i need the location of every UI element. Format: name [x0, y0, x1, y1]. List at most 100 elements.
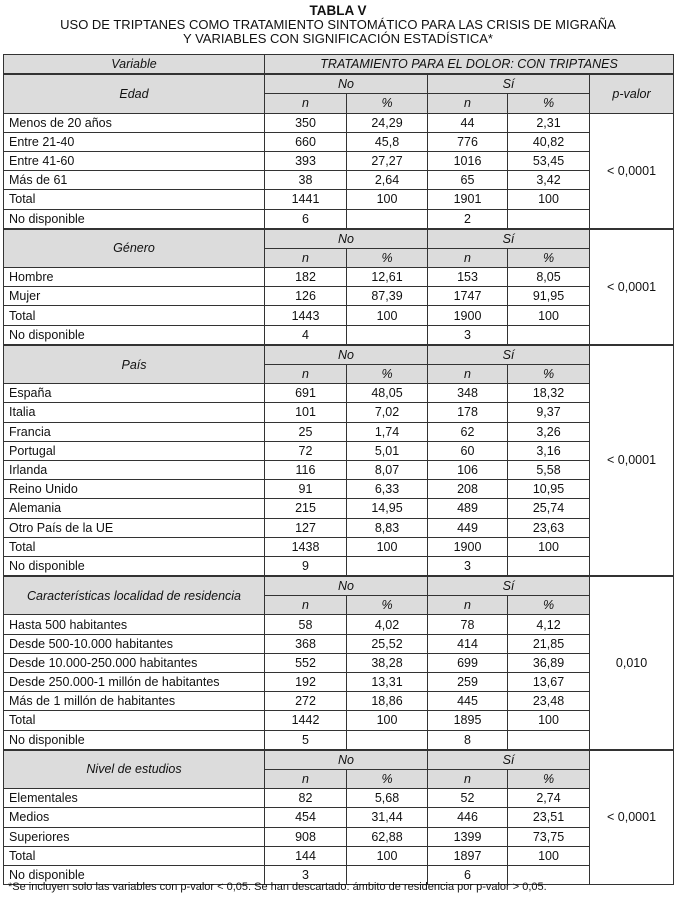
no-n: 9	[264, 555, 347, 577]
row-label: Desde 250.000-1 millón de habitantes	[3, 671, 265, 693]
table-row: Total 1438 100 1900 100	[3, 536, 674, 557]
row-label: Italia	[3, 402, 265, 423]
table-row: Mujer 126 87,39 1747 91,95	[3, 286, 674, 307]
si-percent: 21,85	[507, 633, 590, 654]
si-percent: 100	[507, 305, 590, 326]
row-label: Total	[3, 189, 265, 210]
si-percent	[507, 555, 590, 577]
no-n: 691	[264, 383, 347, 404]
pvalue-cell: < 0,0001	[588, 748, 675, 886]
table-row: No disponible 5 8	[3, 729, 674, 751]
row-label: Menos de 20 años	[3, 112, 265, 133]
n-header: n	[427, 93, 508, 114]
variable-header: Variable	[3, 54, 265, 75]
si-percent: 100	[507, 189, 590, 210]
si-n: 259	[427, 671, 508, 693]
row-label: Entre 41-60	[3, 150, 265, 172]
no-n: 192	[264, 671, 347, 693]
section-header-row: País No Sí < 0,0001	[3, 343, 675, 577]
si-n: 699	[427, 652, 508, 674]
si-n: 449	[427, 517, 508, 538]
si-percent: 40,82	[507, 131, 590, 152]
no-percent: 7,02	[346, 402, 428, 423]
table-row: Hombre 182 12,61 153 8,05	[3, 267, 674, 288]
pvalue-cell: < 0,0001	[588, 112, 675, 230]
table-title: TABLA V USO DE TRIPTANES COMO TRATAMIENT…	[0, 4, 676, 46]
row-label: Total	[3, 305, 265, 326]
no-percent: 8,07	[346, 459, 428, 481]
si-percent: 100	[507, 710, 590, 731]
treatment-header: TRATAMIENTO PARA EL DOLOR: CON TRIPTANES	[263, 54, 675, 75]
header-row: Variable TRATAMIENTO PARA EL DOLOR: CON T…	[3, 54, 675, 75]
no-n: 38	[264, 170, 347, 191]
si-n: 62	[427, 421, 508, 442]
pvalue-cell: < 0,0001	[588, 343, 675, 577]
section-title: Edad	[3, 73, 265, 114]
no-n: 368	[264, 633, 347, 654]
row-label: Más de 1 millón de habitantes	[3, 691, 265, 712]
si-n: 1895	[427, 710, 508, 731]
no-percent: 45,8	[346, 131, 428, 152]
pvalue-header: p-valor	[588, 73, 675, 114]
no-percent: 100	[346, 189, 428, 210]
si-n: 60	[427, 440, 508, 461]
percent-header: %	[346, 363, 428, 385]
si-n: 414	[427, 633, 508, 654]
no-n: 4	[264, 324, 347, 346]
no-n: 1442	[264, 710, 347, 731]
row-label: Medios	[3, 807, 265, 828]
si-n: 776	[427, 131, 508, 152]
subheader-row: n% n%	[4, 363, 674, 385]
si-n: 445	[427, 691, 508, 712]
table-row: Hasta 500 habitantes 58 4,02 78 4,12	[3, 614, 674, 635]
si-n: 489	[427, 498, 508, 519]
si-n: 106	[427, 459, 508, 481]
percent-header: %	[507, 93, 590, 114]
no-percent: 5,01	[346, 440, 428, 461]
row-label: Portugal	[3, 440, 265, 461]
si-percent: 36,89	[507, 652, 590, 674]
row-label: Elementales	[3, 788, 265, 809]
section-title: Características localidad de residencia	[3, 575, 265, 616]
si-percent: 13,67	[507, 671, 590, 693]
n-header: n	[427, 247, 508, 269]
row-label: No disponible	[3, 555, 265, 577]
n-header: n	[264, 93, 347, 114]
no-percent: 13,31	[346, 671, 428, 693]
si-percent: 91,95	[507, 286, 590, 307]
si-percent: 18,32	[507, 383, 590, 404]
si-n: 1901	[427, 189, 508, 210]
table-row: No disponible 3 6	[3, 864, 674, 886]
no-percent: 4,02	[346, 614, 428, 635]
no-n: 101	[264, 402, 347, 423]
no-n: 215	[264, 498, 347, 519]
group-si-header: Sí	[427, 343, 590, 365]
table-row: Otro País de la UE 127 8,83 449 23,63	[3, 517, 674, 538]
si-n: 3	[427, 324, 508, 346]
si-n: 6	[427, 864, 508, 886]
si-n: 65	[427, 170, 508, 191]
table-row: Elementales 82 5,68 52 2,74	[3, 788, 674, 809]
section-header-row: Género No Sí < 0,0001	[3, 227, 675, 346]
si-n: 1399	[427, 826, 508, 847]
no-n: 3	[264, 864, 347, 886]
table-row: Francia 25 1,74 62 3,26	[3, 421, 674, 442]
no-n: 5	[264, 729, 347, 751]
no-n: 552	[264, 652, 347, 674]
si-n: 446	[427, 807, 508, 828]
no-n: 1443	[264, 305, 347, 326]
table-row: Total 144 100 1897 100	[3, 845, 674, 866]
no-n: 126	[264, 286, 347, 307]
subheader-row: n% n%	[4, 595, 674, 616]
no-percent: 62,88	[346, 826, 428, 847]
row-label: Superiores	[3, 826, 265, 847]
group-no-header: No	[264, 227, 428, 249]
no-n: 144	[264, 845, 347, 866]
percent-header: %	[346, 247, 428, 269]
table-row: No disponible 6 2	[3, 208, 674, 230]
percent-header: %	[346, 93, 428, 114]
section-header-row: Edad No Sí p-valor	[3, 73, 675, 114]
percent-header: %	[507, 768, 590, 790]
no-n: 908	[264, 826, 347, 847]
row-label: No disponible	[3, 729, 265, 751]
